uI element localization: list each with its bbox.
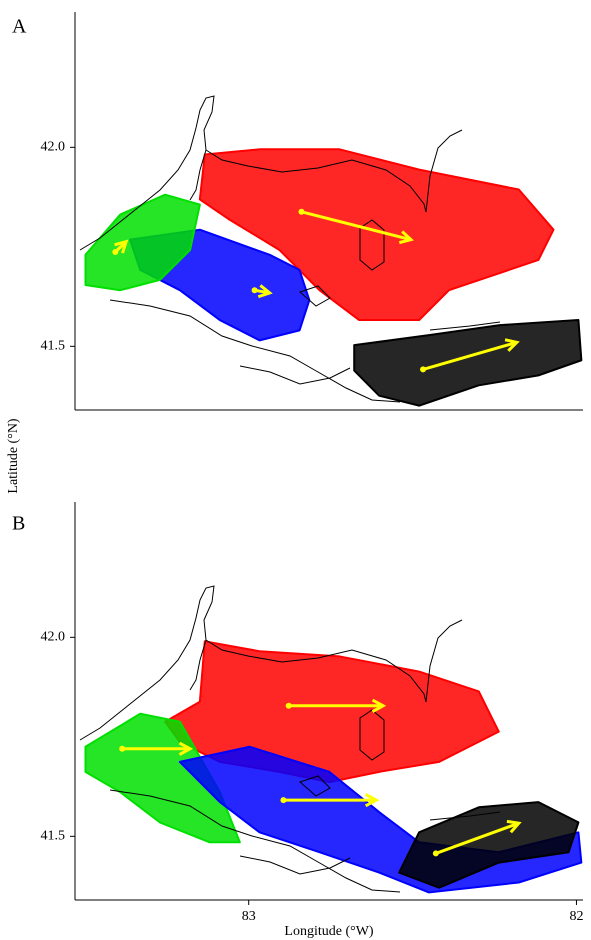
arrow-origin xyxy=(119,745,126,752)
particle-cloud xyxy=(84,712,241,844)
arrow-origin xyxy=(285,702,292,709)
arrow-head xyxy=(257,284,273,299)
arrow-origin xyxy=(420,366,427,373)
panel-label: B xyxy=(12,513,25,535)
arrow-shaft xyxy=(422,340,518,371)
arrow-head xyxy=(506,819,522,834)
x-axis-label: Longitude (°W) xyxy=(284,924,374,939)
arrow-head xyxy=(114,239,129,254)
arrow-origin xyxy=(298,208,305,215)
y-tick-label: 41.5 xyxy=(41,829,66,844)
arrow-origin xyxy=(112,248,119,255)
particle-cloud xyxy=(353,319,583,407)
panel-label: A xyxy=(12,16,27,38)
arrow-head xyxy=(504,338,520,352)
particle-cloud xyxy=(198,148,555,322)
arrow-origin xyxy=(280,797,287,804)
y-tick-label: 42.0 xyxy=(41,630,66,645)
x-tick-label: 83 xyxy=(242,909,256,924)
y-tick-label: 41.5 xyxy=(41,339,66,354)
arrow-origin xyxy=(251,287,258,294)
arrow-head xyxy=(178,741,194,756)
arrow-head xyxy=(364,793,380,808)
y-axis-label: Latitude (°N) xyxy=(6,418,21,494)
arrow-head xyxy=(398,230,414,245)
arrow-head xyxy=(371,698,387,713)
y-tick-label: 42.0 xyxy=(41,140,66,155)
particle-cloud xyxy=(398,801,580,889)
arrow-shaft xyxy=(435,821,520,855)
arrow-origin xyxy=(432,850,439,857)
particle-cloud xyxy=(84,193,201,292)
x-tick-label: 82 xyxy=(569,909,583,924)
arrow-shaft xyxy=(301,210,412,242)
